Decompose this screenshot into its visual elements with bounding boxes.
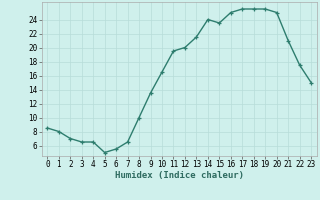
X-axis label: Humidex (Indice chaleur): Humidex (Indice chaleur) [115, 171, 244, 180]
